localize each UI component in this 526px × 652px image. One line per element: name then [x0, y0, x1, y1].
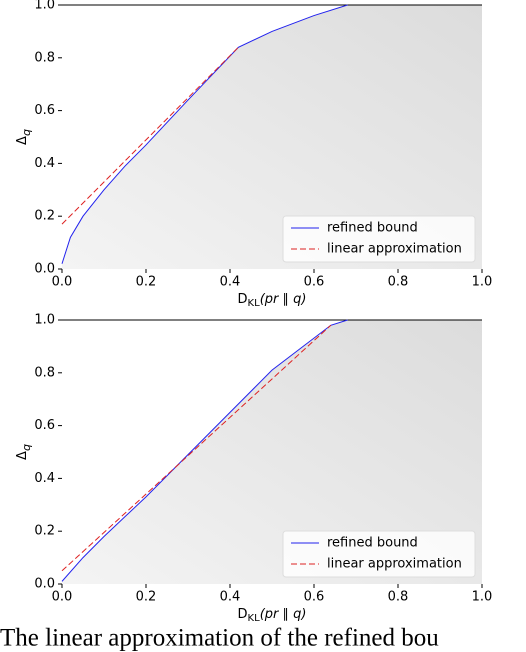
- x-tick-label: 0.4: [220, 275, 241, 290]
- y-axis-label: Δq: [15, 129, 34, 145]
- x-tick-label: 0.6: [304, 590, 325, 605]
- x-tick-label: 1.0: [472, 590, 493, 605]
- x-label-main: D: [238, 292, 248, 307]
- x-axis-label: DKL(pr ∥ q): [238, 292, 307, 310]
- y-label-main: Δ: [15, 136, 30, 145]
- legend-label: linear approximation: [327, 557, 462, 572]
- y-label-sub: q: [20, 129, 33, 136]
- caption: The linear approximation of the refined …: [0, 625, 439, 652]
- series-line: [61, 46, 239, 225]
- y-tick-label: 0.6: [34, 103, 55, 118]
- x-tick-label: 0.6: [304, 275, 325, 290]
- y-tick-label: 0.0: [34, 577, 55, 592]
- y-tick-label: 0.4: [34, 156, 55, 171]
- x-tick-label: 0.8: [388, 275, 409, 290]
- y-tick-label: 0.0: [34, 262, 55, 277]
- y-tick-label: 0.4: [34, 471, 55, 486]
- x-axis-label: DKL(pr ∥ q): [238, 607, 307, 625]
- legend-label: refined bound: [327, 536, 418, 551]
- y-tick-label: 1.0: [34, 0, 55, 13]
- y-label-sub: q: [20, 444, 33, 451]
- feasible-region: [62, 320, 482, 584]
- x-label-main: D: [238, 607, 248, 622]
- x-tick-label: 1.0: [472, 275, 493, 290]
- legend-label: refined bound: [327, 221, 418, 236]
- x-tick-label: 0.8: [388, 590, 409, 605]
- series-line: [61, 4, 348, 264]
- x-tick-label: 0.2: [136, 275, 157, 290]
- feasible-region: [62, 5, 482, 269]
- x-label-rest: (pr ∥ q): [260, 292, 307, 307]
- x-label-sub: KL: [248, 613, 261, 624]
- x-label-sub: KL: [248, 298, 261, 309]
- legend-box: [282, 215, 476, 263]
- x-tick-label: 0.2: [136, 590, 157, 605]
- series-line: [61, 319, 348, 582]
- y-tick-label: 0.2: [34, 209, 55, 224]
- y-tick-label: 1.0: [34, 313, 55, 328]
- x-tick-label: 0.4: [220, 590, 241, 605]
- x-tick-label: 0.0: [52, 590, 73, 605]
- y-tick-label: 0.2: [34, 524, 55, 539]
- y-tick-label: 0.8: [34, 365, 55, 380]
- y-axis-label: Δq: [15, 444, 34, 460]
- y-label-main: Δ: [15, 451, 30, 460]
- x-label-rest: (pr ∥ q): [260, 607, 307, 622]
- legend-label: linear approximation: [327, 242, 462, 257]
- y-tick-label: 0.8: [34, 50, 55, 65]
- x-tick-label: 0.0: [52, 275, 73, 290]
- legend-box: [282, 530, 476, 578]
- series-line: [61, 324, 332, 572]
- y-tick-label: 0.6: [34, 418, 55, 433]
